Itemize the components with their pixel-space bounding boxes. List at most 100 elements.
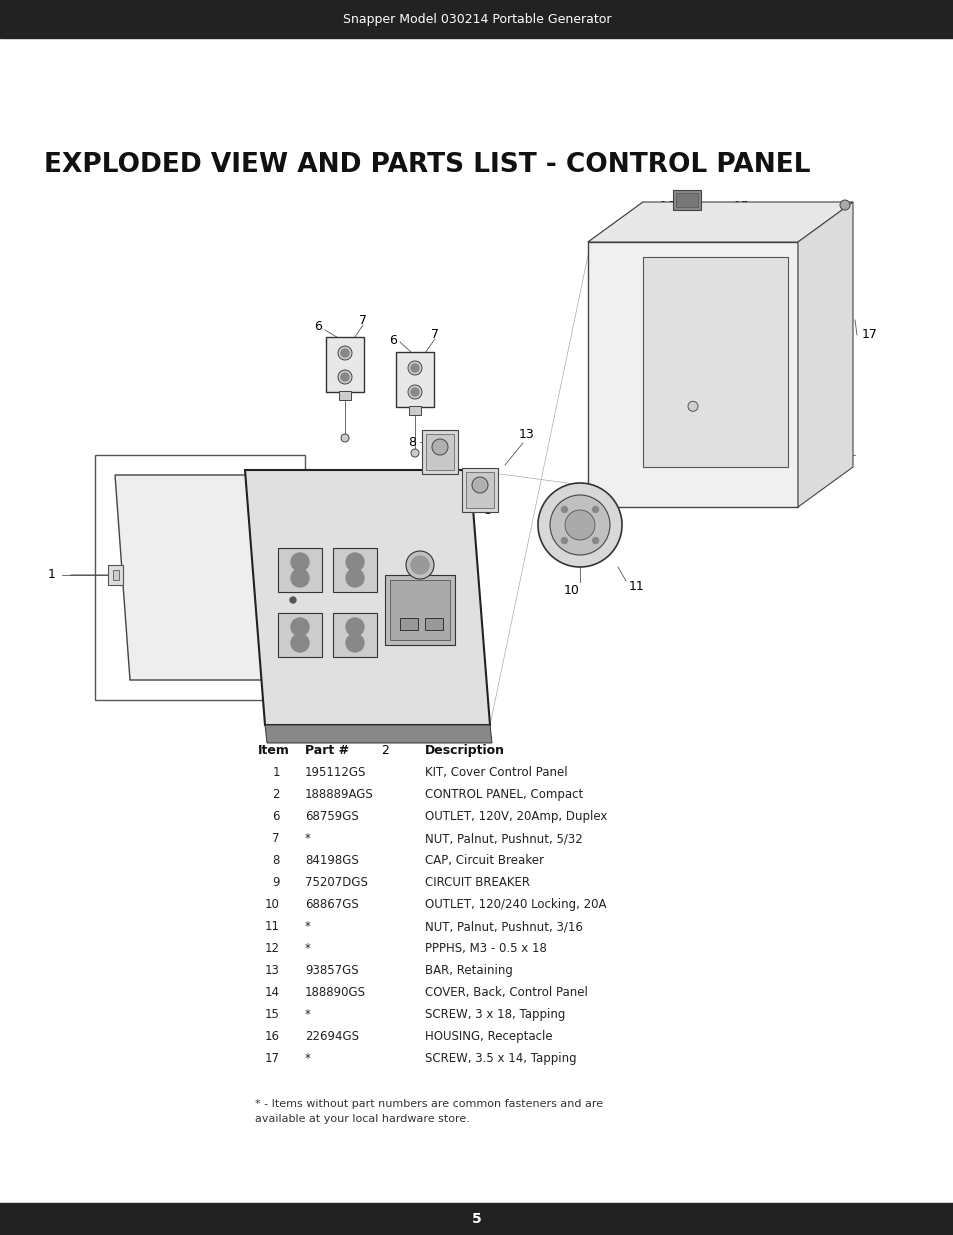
Bar	[395, 352, 434, 408]
Text: *: *	[305, 1008, 311, 1021]
Text: 8: 8	[482, 505, 491, 517]
Text: *: *	[305, 1052, 311, 1065]
Circle shape	[346, 553, 364, 571]
Text: NUT, Palnut, Pushnut, 3/16: NUT, Palnut, Pushnut, 3/16	[424, 920, 582, 932]
Text: 12: 12	[590, 456, 605, 468]
Text: Description: Description	[424, 743, 504, 757]
Text: 1: 1	[273, 766, 280, 779]
Circle shape	[411, 388, 418, 396]
Circle shape	[346, 634, 364, 652]
Circle shape	[290, 597, 295, 603]
Text: NUT, Palnut, Pushnut, 5/32: NUT, Palnut, Pushnut, 5/32	[424, 832, 582, 845]
Circle shape	[592, 537, 598, 543]
Text: 195112GS: 195112GS	[305, 766, 366, 779]
Text: 188889AGS: 188889AGS	[305, 788, 374, 802]
Bar	[338, 391, 351, 400]
Bar	[277, 548, 322, 592]
Bar	[112, 571, 119, 580]
Text: 6: 6	[389, 333, 396, 347]
Text: 75207DGS: 75207DGS	[305, 876, 368, 889]
Bar	[108, 564, 123, 585]
Text: PPPHS, M3 - 0.5 x 18: PPPHS, M3 - 0.5 x 18	[424, 942, 546, 955]
Text: CONTROL PANEL, Compact: CONTROL PANEL, Compact	[424, 788, 582, 802]
Bar	[0, 0, 953, 38]
Text: EXPLODED VIEW AND PARTS LIST - CONTROL PANEL: EXPLODED VIEW AND PARTS LIST - CONTROL P…	[44, 152, 810, 178]
Circle shape	[411, 450, 418, 457]
Circle shape	[408, 385, 421, 399]
Bar	[333, 613, 376, 657]
Circle shape	[346, 618, 364, 636]
Text: 84198GS: 84198GS	[305, 853, 358, 867]
Bar	[390, 580, 450, 640]
Circle shape	[411, 364, 418, 372]
Circle shape	[564, 510, 595, 540]
Circle shape	[291, 618, 309, 636]
Text: 16: 16	[265, 1030, 280, 1044]
Circle shape	[340, 373, 349, 382]
Bar	[587, 242, 797, 508]
Polygon shape	[115, 475, 294, 680]
Text: 68759GS: 68759GS	[305, 810, 358, 823]
Circle shape	[550, 495, 609, 555]
Text: 12: 12	[265, 942, 280, 955]
Text: 17: 17	[265, 1052, 280, 1065]
Text: 5: 5	[472, 1212, 481, 1226]
Circle shape	[408, 361, 421, 375]
Circle shape	[291, 569, 309, 587]
Text: SCREW, 3.5 x 14, Tapping: SCREW, 3.5 x 14, Tapping	[424, 1052, 576, 1065]
Bar	[465, 472, 494, 508]
Polygon shape	[245, 471, 490, 725]
Text: 1: 1	[48, 568, 56, 582]
Text: 14: 14	[265, 986, 280, 999]
Text: 16: 16	[659, 200, 675, 214]
Text: *: *	[305, 920, 311, 932]
Text: SCREW, 3 x 18, Tapping: SCREW, 3 x 18, Tapping	[424, 1008, 565, 1021]
Text: 7: 7	[431, 329, 438, 342]
Bar	[95, 454, 305, 700]
Text: 6: 6	[314, 321, 321, 333]
Bar	[672, 190, 700, 210]
Bar	[333, 548, 376, 592]
Text: KIT, Cover Control Panel: KIT, Cover Control Panel	[424, 766, 567, 779]
Bar	[409, 406, 420, 415]
Text: OUTLET, 120/240 Locking, 20A: OUTLET, 120/240 Locking, 20A	[424, 898, 606, 911]
Text: available at your local hardware store.: available at your local hardware store.	[254, 1114, 470, 1124]
Text: 11: 11	[265, 920, 280, 932]
Bar	[426, 433, 454, 471]
Text: Item: Item	[257, 743, 290, 757]
Bar	[277, 613, 322, 657]
Circle shape	[840, 200, 849, 210]
Text: 8: 8	[408, 436, 416, 448]
Circle shape	[291, 634, 309, 652]
Text: COVER, Back, Control Panel: COVER, Back, Control Panel	[424, 986, 587, 999]
Circle shape	[432, 438, 448, 454]
Circle shape	[340, 433, 349, 442]
Text: Part #: Part #	[305, 743, 349, 757]
Text: 2: 2	[273, 788, 280, 802]
Text: 22694GS: 22694GS	[305, 1030, 358, 1044]
Bar	[676, 193, 698, 207]
Text: 9: 9	[543, 510, 552, 524]
Text: 2: 2	[380, 743, 389, 757]
Text: 17: 17	[862, 329, 877, 342]
Text: HOUSING, Receptacle: HOUSING, Receptacle	[424, 1030, 552, 1044]
Text: BAR, Retaining: BAR, Retaining	[424, 965, 513, 977]
Text: 7: 7	[273, 832, 280, 845]
Text: 15: 15	[733, 200, 749, 214]
Bar	[385, 576, 455, 645]
Text: 68867GS: 68867GS	[305, 898, 358, 911]
Circle shape	[472, 477, 488, 493]
Bar	[0, 1203, 953, 1235]
Text: 9: 9	[273, 876, 280, 889]
Circle shape	[337, 346, 352, 359]
Bar	[424, 618, 442, 630]
Circle shape	[337, 370, 352, 384]
Bar	[326, 337, 364, 391]
Bar	[399, 618, 417, 630]
Text: 93857GS: 93857GS	[305, 965, 358, 977]
Circle shape	[411, 556, 429, 574]
Circle shape	[346, 569, 364, 587]
Text: 10: 10	[563, 583, 579, 597]
Text: *: *	[305, 832, 311, 845]
Bar	[421, 430, 457, 474]
